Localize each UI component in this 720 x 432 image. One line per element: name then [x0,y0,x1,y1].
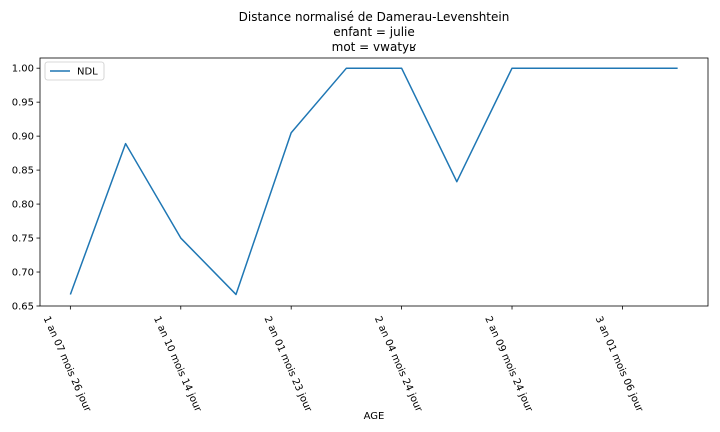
x-tick-label-1: 1 an 10 mois 14 jour [151,315,203,415]
y-tick-label-0: 0.65 [12,302,34,313]
chart-title-line-2: enfant = julie [333,25,415,39]
y-tick-label-3: 0.80 [12,200,34,211]
chart-title-line-1: Distance normalisé de Damerau-Levenshtei… [239,10,510,24]
x-tick-label-5: 3 an 01 mois 06 jour [593,315,645,415]
chart-title: Distance normalisé de Damerau-Levenshtei… [239,10,510,54]
x-tick-label-2: 2 an 01 mois 23 jour [261,315,313,415]
legend-label-ndl: NDL [77,67,98,78]
y-tick-label-6: 0.95 [12,98,34,109]
x-tick-label-4: 2 an 09 mois 24 jour [482,315,534,415]
x-tick-label-3: 2 an 04 mois 24 jour [372,315,424,415]
y-tick-label-2: 0.75 [12,234,34,245]
series-line-ndl [69,67,678,296]
y-tick-label-4: 0.85 [12,166,34,177]
y-tick-label-1: 0.70 [12,268,34,279]
plot-area-frame [39,57,709,307]
y-tick-label-5: 0.90 [12,132,34,143]
x-axis-label: AGE [364,411,385,422]
legend-box [44,61,105,81]
y-tick-label-7: 1.00 [12,64,34,75]
x-tick-label-0: 1 an 07 mois 26 jour [41,315,93,415]
chart-title-line-3: mot = vwatyʁ [332,40,417,54]
